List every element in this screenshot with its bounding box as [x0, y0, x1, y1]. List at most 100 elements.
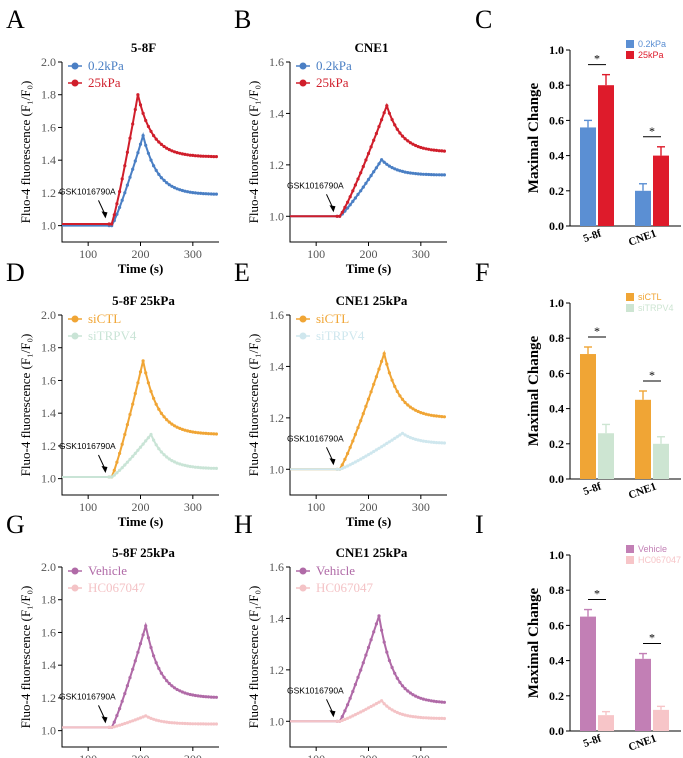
data-point	[398, 169, 402, 173]
significance-star: *	[649, 124, 655, 138]
data-point	[424, 716, 428, 720]
y-tick-label: 1.2	[269, 411, 284, 425]
data-point	[141, 134, 145, 138]
data-point	[351, 689, 355, 694]
data-point	[110, 475, 114, 479]
data-point	[118, 451, 122, 455]
data-point	[191, 430, 195, 434]
panel-letter: F	[475, 258, 489, 287]
data-point	[131, 402, 135, 406]
data-point	[112, 473, 116, 477]
data-point	[196, 154, 200, 158]
y-tick-label: 1.2	[41, 691, 56, 705]
data-point	[115, 471, 119, 475]
y-tick-label: 0.4	[549, 149, 564, 163]
data-point	[440, 700, 444, 704]
data-point	[353, 460, 357, 464]
data-point	[212, 192, 216, 196]
data-point	[442, 716, 446, 721]
data-point	[199, 154, 203, 158]
data-point	[382, 352, 386, 356]
data-point	[175, 687, 179, 692]
data-point	[361, 709, 365, 713]
data-point	[149, 645, 153, 650]
category-label: CNE1	[627, 228, 658, 249]
data-point	[206, 192, 211, 196]
data-point	[429, 413, 433, 417]
stimulus-annotation: GSK1016790A	[59, 691, 116, 701]
data-point	[123, 463, 127, 467]
panel-letter: G	[6, 510, 25, 539]
x-tick-label: 300	[184, 247, 202, 261]
data-point	[395, 676, 399, 680]
data-point	[346, 703, 350, 707]
data-point	[149, 158, 153, 162]
data-point	[193, 154, 197, 158]
data-point	[167, 457, 171, 461]
data-point	[432, 699, 436, 703]
data-point	[206, 466, 211, 470]
data-point	[128, 175, 132, 179]
y-axis-label: Fluo-4 fluorescence (F₁/F₀)	[246, 334, 261, 477]
data-point	[364, 454, 368, 458]
data-point	[138, 445, 143, 449]
axes-frame	[61, 315, 219, 496]
data-point	[377, 125, 381, 129]
bar	[653, 709, 669, 731]
data-point	[380, 628, 384, 632]
category-label: CNE1	[627, 481, 658, 502]
data-point	[157, 172, 161, 176]
axes-frame	[289, 567, 447, 748]
data-point	[136, 448, 140, 452]
data-point	[128, 412, 132, 417]
data-point	[351, 199, 355, 203]
legend-label-1: siTRPV4	[88, 328, 137, 343]
data-point	[123, 721, 127, 726]
data-point	[112, 720, 116, 724]
data-point	[348, 203, 352, 207]
data-point	[152, 396, 156, 400]
data-point	[351, 714, 355, 718]
data-point	[115, 212, 119, 216]
data-point	[356, 675, 360, 679]
legend-label-1: HC067047	[88, 580, 146, 595]
data-point	[146, 436, 150, 440]
data-point	[183, 463, 187, 467]
data-point	[188, 190, 192, 194]
data-point	[162, 720, 166, 724]
data-point	[421, 146, 425, 150]
data-point	[136, 717, 140, 721]
legend-label-0: 0.2kPa	[316, 58, 352, 73]
data-point	[387, 658, 391, 663]
data-point	[212, 432, 216, 436]
data-point	[199, 191, 203, 195]
data-point	[374, 131, 378, 136]
data-point	[408, 171, 412, 175]
data-point	[432, 716, 436, 720]
data-point	[380, 359, 384, 363]
data-point	[138, 642, 143, 646]
data-point	[353, 196, 357, 200]
data-point	[206, 432, 211, 436]
data-point	[424, 439, 428, 444]
data-point	[172, 150, 177, 154]
data-point	[359, 457, 363, 461]
legend-swatch-1	[626, 51, 634, 59]
data-point	[424, 147, 428, 151]
data-point	[437, 441, 441, 445]
y-axis-label: Fluo-4 fluorescence (F₁/F₀)	[18, 81, 33, 224]
data-point	[120, 466, 124, 470]
data-point	[165, 455, 169, 459]
data-point	[421, 439, 425, 443]
panel-letter: D	[6, 258, 25, 287]
data-point	[199, 694, 203, 698]
data-point	[348, 445, 352, 449]
y-tick-label: 0.8	[549, 583, 564, 597]
data-point	[133, 159, 137, 163]
legend-label-0: siCTL	[638, 292, 662, 302]
data-point	[193, 191, 197, 195]
data-point	[180, 721, 184, 725]
data-point	[214, 192, 218, 196]
data-point	[416, 715, 420, 719]
data-point	[136, 650, 140, 654]
